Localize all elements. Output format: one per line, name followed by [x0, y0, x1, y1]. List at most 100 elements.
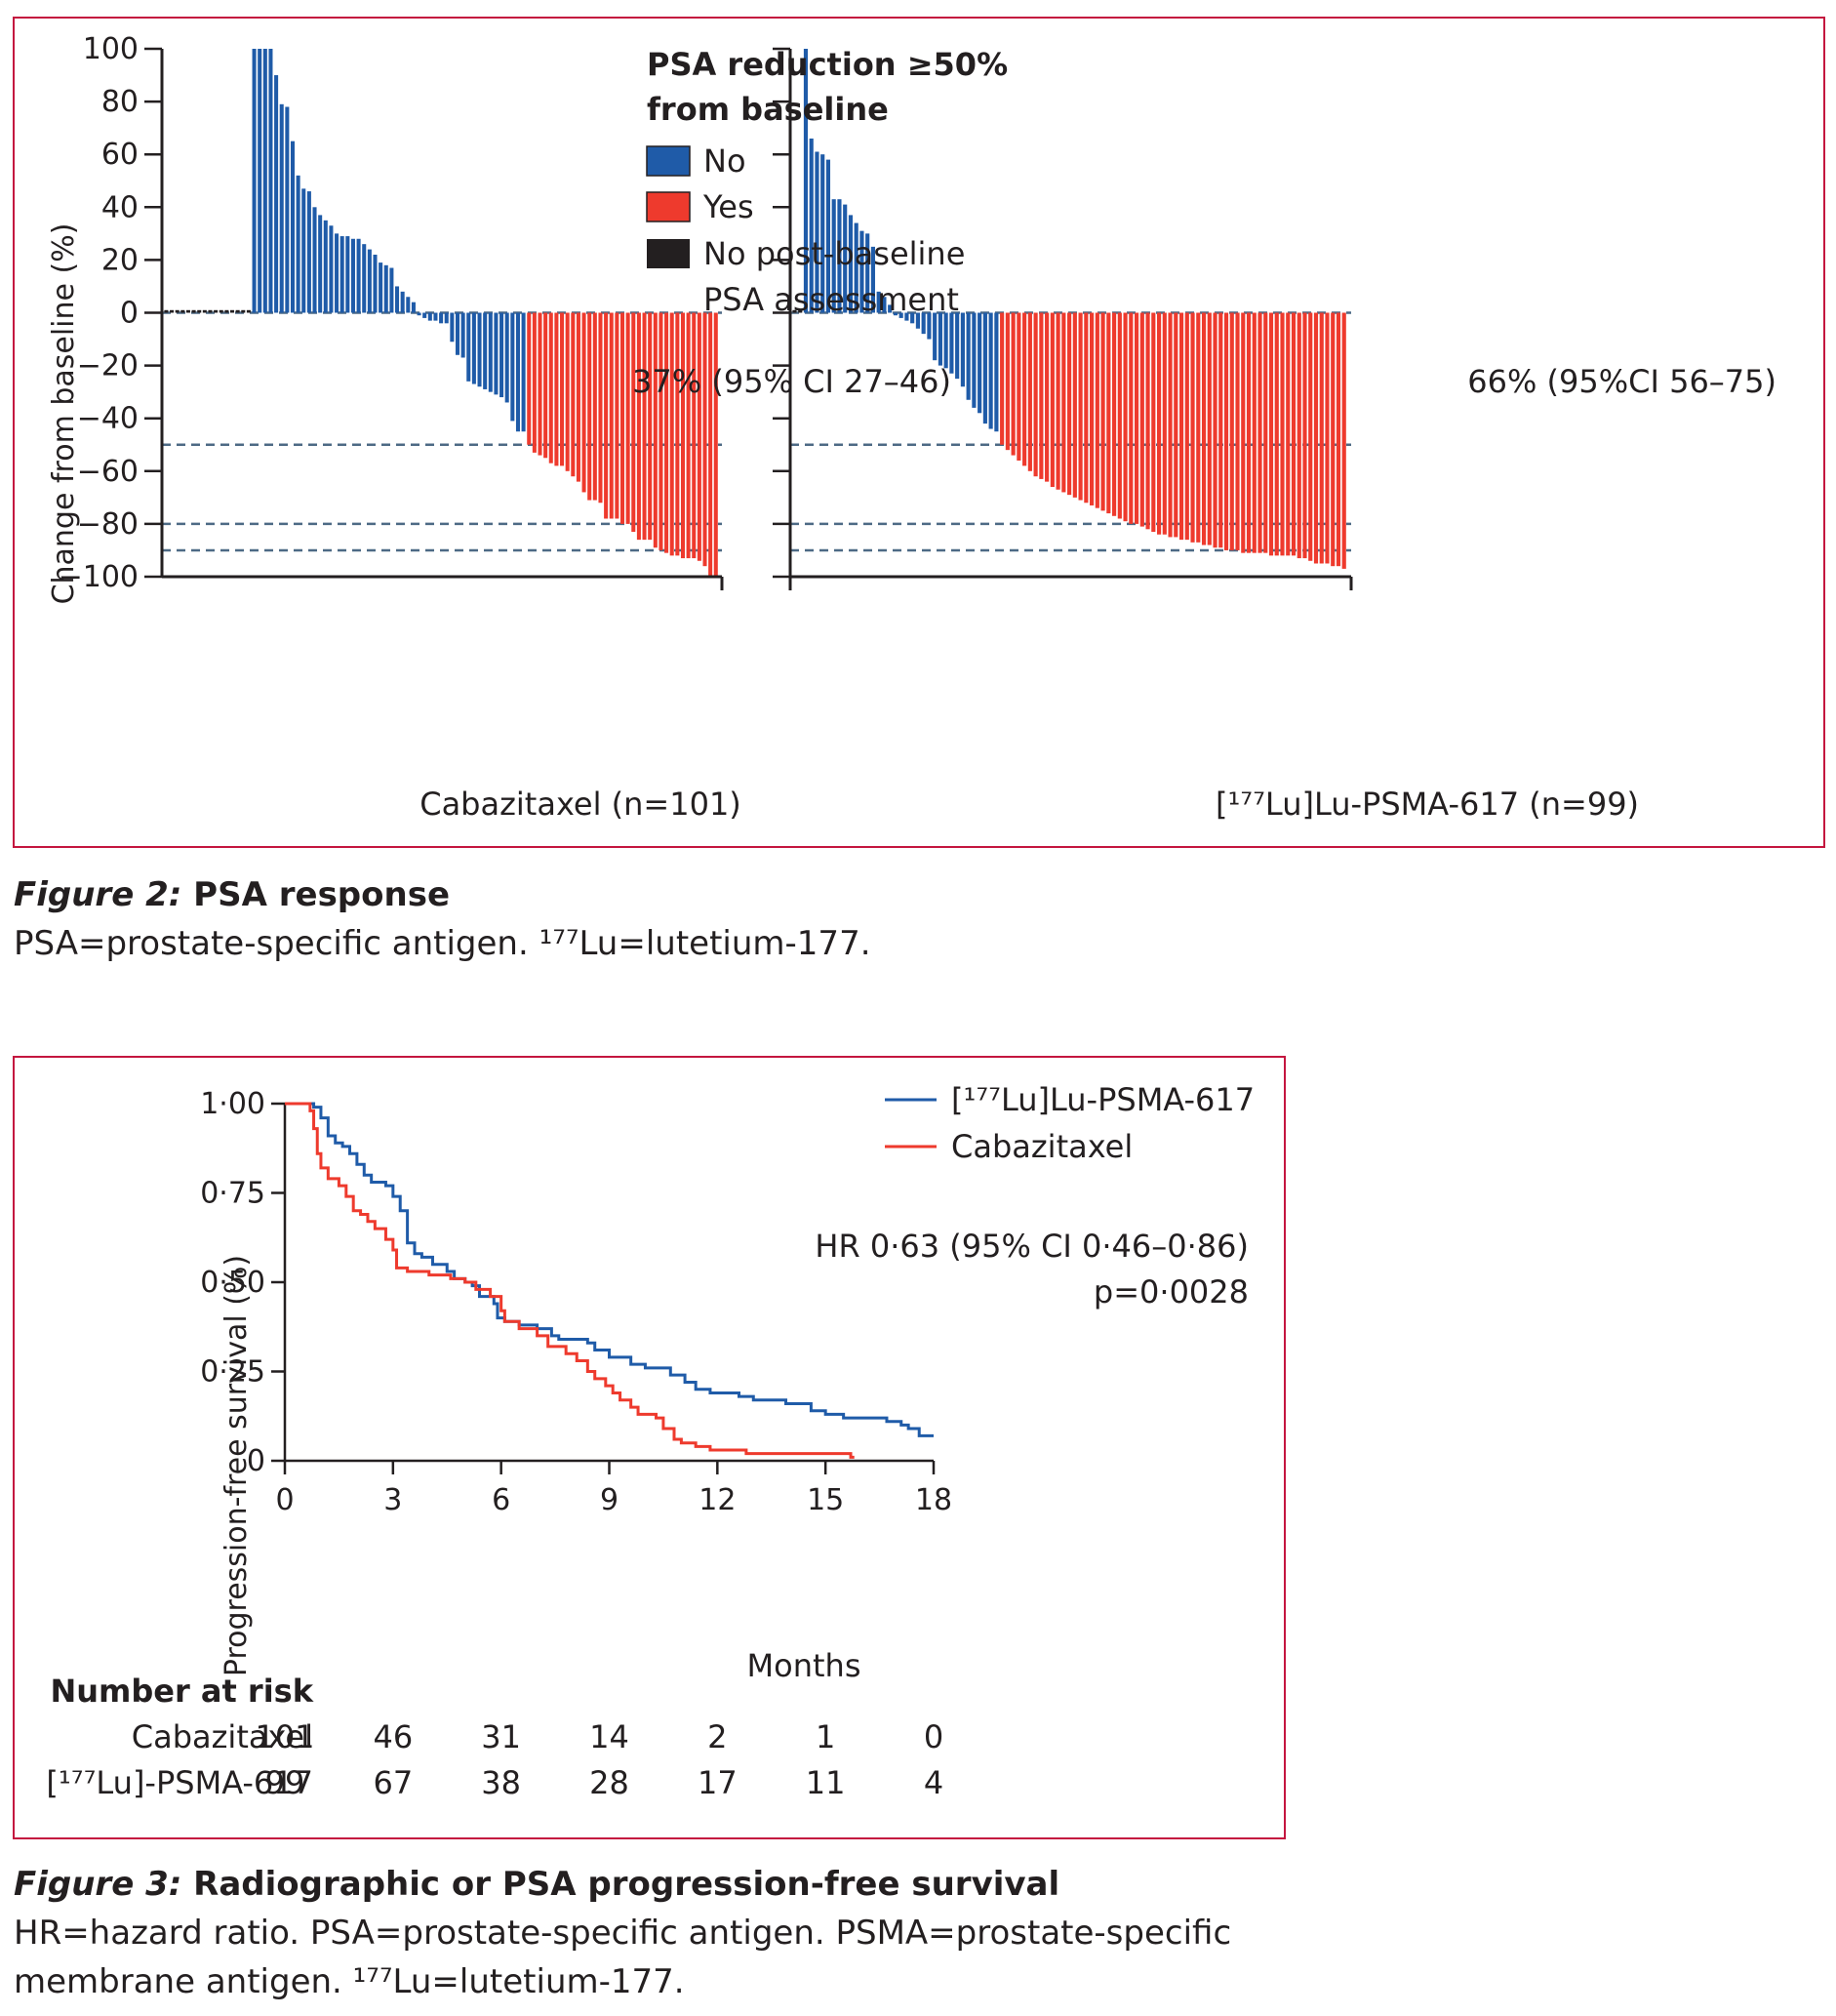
legend: PSA reduction ≥50% from baseline No Yes … — [646, 46, 1008, 318]
left-bar-no — [389, 267, 394, 313]
right-bar-yes — [1291, 312, 1297, 556]
km-hr-annotation: HR 0·63 (95% CI 0·46–0·86) — [815, 1228, 1249, 1265]
risk-table-value: 0 — [924, 1718, 943, 1755]
right-bar-yes — [1331, 312, 1336, 567]
left-bar-no — [422, 312, 427, 318]
left-bar-yes — [625, 312, 630, 524]
risk-table-value: 101 — [255, 1718, 314, 1755]
right-bar-no — [994, 312, 999, 432]
right-bar-yes — [1039, 312, 1044, 479]
left-bar-no — [356, 238, 361, 313]
right-bar-no — [966, 312, 971, 400]
right-bar-yes — [1027, 312, 1032, 471]
risk-table: Number at risk Cabazitaxel [¹⁷⁷Lu]-PSMA-… — [46, 1673, 943, 1801]
right-bar-yes — [1325, 312, 1330, 564]
right-bar-no — [888, 304, 893, 313]
left-bar-yes — [675, 312, 680, 556]
right-bar-no — [982, 312, 987, 424]
left-bar-no — [285, 106, 290, 313]
left-bar-no — [274, 75, 279, 313]
right-bar-no — [955, 312, 960, 380]
right-bar-no — [898, 312, 903, 318]
left-bar-no — [296, 175, 300, 313]
left-bar-yes — [615, 312, 619, 519]
right-bar-no — [915, 312, 920, 329]
right-bar-yes — [1246, 312, 1252, 553]
left-bar-yes — [697, 312, 701, 561]
left-bar-no-assessment — [170, 309, 175, 313]
left-bar-yes — [527, 312, 532, 445]
right-bar-no — [876, 291, 881, 313]
left-bar-no-assessment — [185, 309, 190, 313]
km-legend: [¹⁷⁷Lu]Lu-PSMA-617 Cabazitaxel — [885, 1081, 1255, 1165]
left-y-tick-label: 80 — [101, 85, 139, 119]
km-legend-label-lu: [¹⁷⁷Lu]Lu-PSMA-617 — [951, 1081, 1255, 1118]
left-bar-no — [417, 312, 421, 316]
left-bar-no-assessment — [241, 309, 246, 313]
right-bar-yes — [1022, 312, 1027, 466]
left-bar-no-assessment — [208, 309, 213, 313]
left-bar-yes — [653, 312, 658, 548]
left-bar-no-assessment — [191, 309, 196, 313]
right-bar-yes — [1151, 312, 1156, 533]
right-bar-no — [859, 230, 864, 313]
left-bar-no-assessment — [214, 309, 219, 313]
right-bar-yes — [1241, 312, 1246, 553]
right-bar-yes — [1268, 312, 1274, 556]
left-bar-no-assessment — [219, 309, 223, 313]
left-bar-no — [252, 49, 257, 313]
legend-title-line1: PSA reduction ≥50% — [647, 46, 1008, 83]
left-bar-no — [444, 312, 449, 324]
left-bar-no — [290, 141, 296, 313]
right-bar-yes — [1045, 312, 1050, 482]
left-bar-yes — [636, 312, 641, 541]
left-bar-no-assessment — [197, 309, 202, 313]
right-bar-no — [854, 222, 858, 313]
risk-table-value: 28 — [589, 1764, 629, 1801]
right-bar-yes — [1297, 312, 1301, 559]
right-waterfall-bars — [792, 49, 1346, 569]
left-bar-yes — [642, 312, 647, 541]
left-y-tick-label: 20 — [101, 243, 139, 277]
right-bar-yes — [1090, 312, 1095, 505]
km-legend-label-cabazitaxel: Cabazitaxel — [951, 1128, 1133, 1165]
left-bar-no — [323, 220, 328, 313]
right-bar-yes — [1056, 312, 1060, 490]
left-bar-no — [268, 49, 273, 313]
right-bar-yes — [1223, 312, 1229, 550]
left-bar-no — [427, 312, 432, 321]
left-bar-yes — [576, 312, 580, 482]
right-bar-no — [933, 312, 938, 361]
right-bar-no — [870, 246, 876, 313]
right-bar-no — [848, 215, 854, 313]
km-y-tick-label: 0·25 — [200, 1355, 265, 1390]
risk-table-value: 67 — [373, 1764, 413, 1801]
figure2-caption: Figure 2: PSA response PSA=prostate-spec… — [14, 870, 871, 968]
left-y-tick-label: −60 — [77, 455, 139, 489]
left-bar-no-assessment — [164, 309, 169, 313]
right-bar-no — [803, 49, 809, 313]
risk-row-label-cabazitaxel: Cabazitaxel — [132, 1718, 313, 1755]
left-y-tick-label: 60 — [101, 138, 139, 172]
right-bar-no — [978, 312, 982, 414]
left-bar-yes — [592, 312, 597, 501]
left-bar-no — [466, 312, 471, 382]
right-bar-no-assessment — [792, 309, 797, 313]
right-bar-yes — [1302, 312, 1307, 559]
left-bar-yes — [631, 312, 636, 533]
right-bar-no — [809, 138, 814, 313]
left-bar-no — [488, 312, 493, 392]
legend-swatch-yes — [646, 191, 691, 222]
km-p-annotation: p=0·0028 — [1094, 1273, 1249, 1310]
figure3-panel: 1·00 0·75 0·50 0·25 0 0 3 6 9 12 15 18 Progression-… — [13, 1056, 1286, 1839]
left-y-tick-label: −20 — [77, 349, 139, 383]
right-bar-yes — [1174, 312, 1178, 538]
left-bar-yes — [554, 312, 559, 466]
left-bar-no — [362, 244, 367, 313]
risk-table-value: 17 — [698, 1764, 738, 1801]
km-x-tick-label: 0 — [275, 1483, 294, 1517]
figure2-caption-text: PSA=prostate-specific antigen. ¹⁷⁷Lu=lut… — [14, 924, 871, 963]
left-y-tick-label: −40 — [77, 402, 139, 436]
right-bar-yes — [1156, 312, 1162, 535]
